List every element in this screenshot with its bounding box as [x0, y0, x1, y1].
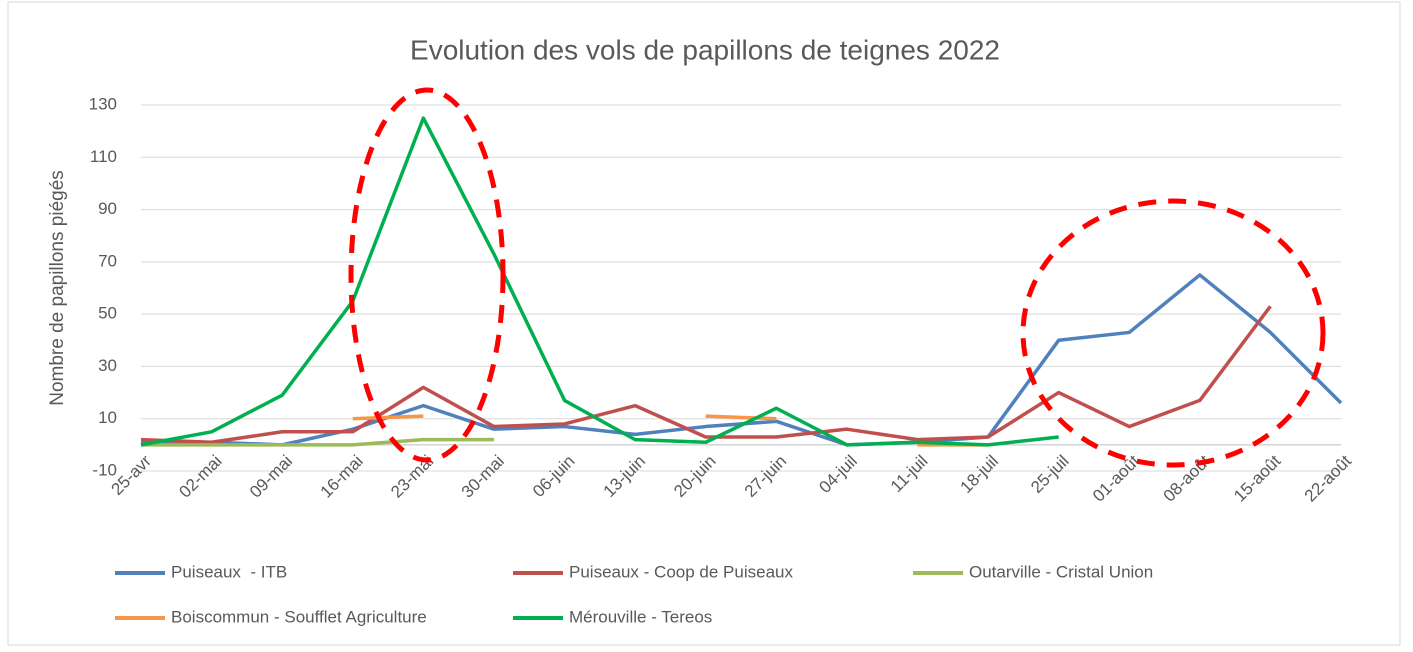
- y-tick-label: 130: [89, 94, 117, 113]
- highlight-ellipse: [348, 87, 506, 463]
- chart-title: Evolution des vols de papillons de teign…: [410, 34, 1000, 65]
- legend-label: Boiscommun - Soufflet Agriculture: [171, 607, 427, 626]
- y-axis-label: Nombre de papillons piégés: [47, 170, 68, 406]
- y-tick-label: 90: [98, 199, 117, 218]
- y-tick-label: 30: [98, 356, 117, 375]
- legend-label: Outarville - Cristal Union: [969, 562, 1153, 581]
- series-line: [141, 437, 494, 447]
- highlight-ellipse: [1020, 198, 1326, 468]
- y-tick-label: 110: [90, 147, 117, 166]
- legend-label: Puiseaux - ITB: [171, 562, 287, 581]
- legend-label: Mérouville - Tereos: [569, 607, 712, 626]
- series-line: [140, 305, 1272, 444]
- y-tick-label: 10: [98, 408, 117, 427]
- series-line: [140, 116, 1059, 447]
- y-tick-label: 50: [98, 304, 117, 323]
- chart-border: [7, 1, 1401, 646]
- y-tick-label: 70: [98, 251, 117, 270]
- legend-label: Puiseaux - Coop de Puiseaux: [569, 562, 793, 581]
- y-tick-label: -10: [92, 460, 117, 479]
